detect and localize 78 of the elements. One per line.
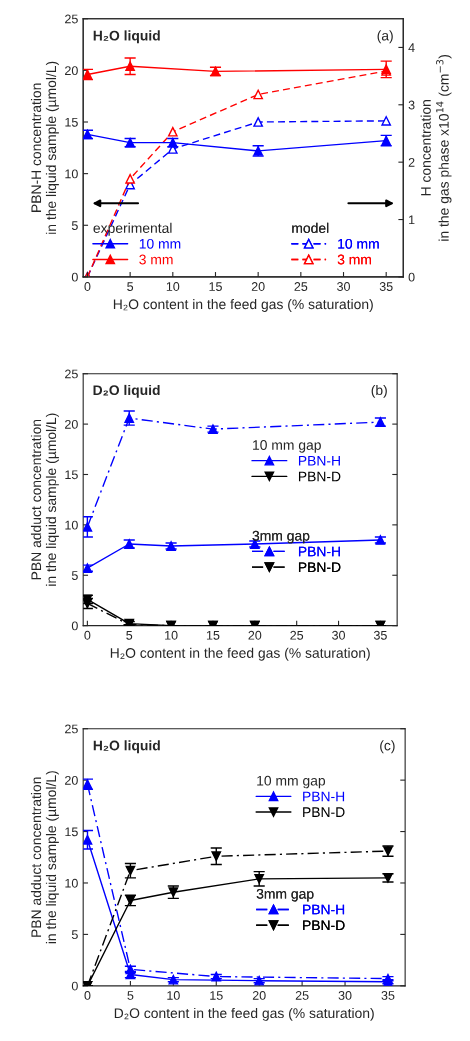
x-tick-label: 20: [251, 282, 265, 291]
annotation: experimental: [93, 222, 172, 236]
y-tick-label: 0: [71, 981, 78, 991]
y-tick-label: 10: [65, 520, 78, 530]
legend-label: PBN-D: [303, 807, 345, 817]
x-axis-title: D₂O content in the feed gas (% saturation): [114, 1007, 374, 1021]
x-tick-label: 15: [206, 630, 220, 640]
x-tick-label: 25: [295, 991, 309, 1000]
annotation: (c): [380, 740, 395, 754]
x-tick-label: 30: [338, 991, 352, 1000]
legend-label: PBN-H: [303, 791, 345, 802]
x-tick-label: 10: [167, 991, 180, 1000]
x-tick-label: 25: [294, 282, 308, 291]
x-tick-label: 15: [210, 991, 223, 1000]
x-tick-label: 10: [165, 630, 178, 640]
y-axis-title: PBN adduct concentration in the liquid sample (µmol/L): [30, 771, 59, 944]
annotation: 3mm gap: [252, 530, 310, 544]
legend-label: PBN-D: [303, 920, 345, 931]
legend-label: PBN-H: [303, 904, 345, 915]
x-tick-label: 0: [84, 282, 91, 291]
text: D₂O liquid: [93, 384, 160, 398]
y-tick-label: 0: [71, 272, 78, 282]
x-tick-label: 10: [166, 282, 180, 291]
legend-label: PBN-H: [298, 546, 340, 557]
legend-label: 3 mm: [337, 254, 371, 265]
annotation: 3mm gap: [256, 888, 314, 902]
legend-label: PBN-D: [298, 471, 341, 482]
annotation: (a): [377, 30, 393, 44]
y-tick-label: 20: [65, 66, 78, 76]
x-axis-title: H₂O content in the feed gas (% saturation): [113, 298, 373, 312]
x-tick-label: 20: [248, 630, 262, 640]
x-axis-title: H₂O content in the feed gas (% saturation): [110, 647, 370, 661]
y-tick-label: 5: [71, 571, 78, 580]
annotation: 10 mm gap: [253, 440, 321, 453]
y-axis-title: PBN-H concentration in the liquid sample (µmol/L): [30, 61, 59, 234]
annotation: 10 mm gap: [257, 775, 326, 789]
annotation: model: [292, 222, 329, 233]
legend-label: PBN-H: [298, 455, 340, 466]
y-tick-label: 5: [71, 221, 78, 230]
legend-label: 10 mm: [139, 238, 181, 249]
y2-tick-label: 2: [408, 157, 415, 167]
x-tick-label: 5: [127, 991, 134, 1000]
x-tick-label: 5: [126, 630, 133, 640]
annotation: (b): [371, 384, 387, 398]
legend-label: PBN-D: [298, 562, 341, 572]
y-axis-title: PBN adduct concentration in the liquid sample (µmol/L): [30, 413, 59, 586]
y2-axis-title: H concentration in the gas phase x10$^{14}$ (cm$^{−3}$): [420, 54, 452, 241]
y-tick-label: 20: [65, 419, 78, 429]
x-tick-label: 15: [209, 282, 222, 291]
y-tick-label: 15: [65, 470, 78, 480]
legend-label: 10 mm: [338, 238, 379, 249]
y-tick-label: 25: [65, 369, 78, 379]
y2-tick-label: 3: [408, 100, 415, 110]
x-tick-label: 35: [373, 630, 387, 640]
x-tick-label: 5: [127, 282, 134, 291]
x-tick-label: 30: [332, 630, 346, 640]
x-tick-label: 30: [337, 282, 350, 291]
x-tick-label: 25: [290, 630, 304, 640]
y-tick-label: 25: [65, 14, 78, 24]
x-tick-label: 0: [84, 630, 91, 640]
text: H₂O liquid: [93, 740, 160, 754]
y2-tick-label: 0: [408, 272, 415, 282]
x-tick-label: 35: [381, 991, 395, 1000]
y-tick-label: 10: [65, 169, 78, 179]
text: H₂O liquid: [93, 30, 160, 44]
y-tick-label: 10: [65, 878, 78, 888]
x-tick-label: 0: [84, 991, 91, 1000]
y2-tick-label: 1: [409, 215, 415, 225]
y-tick-label: 15: [65, 827, 78, 837]
y-tick-label: 20: [65, 775, 78, 785]
y-tick-label: 25: [65, 724, 78, 734]
legend-label: 3 mm: [139, 254, 173, 265]
y-tick-label: 0: [71, 621, 78, 631]
x-tick-label: 20: [252, 991, 266, 1000]
y2-tick-label: 4: [408, 43, 415, 52]
y-tick-label: 15: [65, 117, 78, 127]
x-tick-label: 35: [379, 282, 393, 291]
y-tick-label: 5: [71, 930, 78, 940]
